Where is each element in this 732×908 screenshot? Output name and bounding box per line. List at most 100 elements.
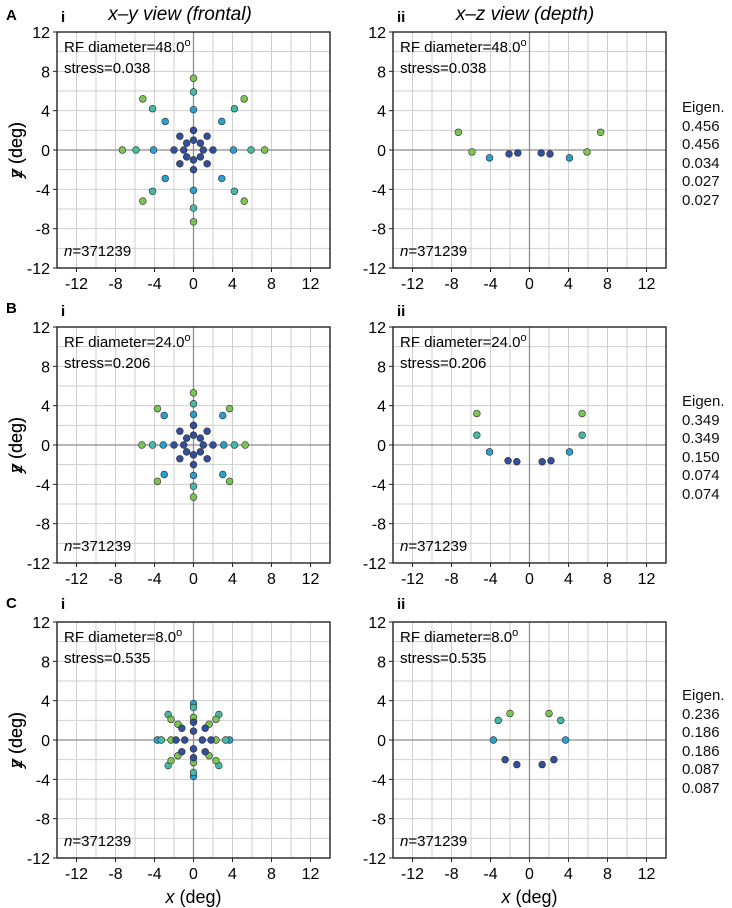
eigen-header: Eigen. <box>682 99 725 116</box>
data-point <box>565 448 574 456</box>
n-symbol: n <box>400 538 408 555</box>
data-point <box>189 389 198 397</box>
y-tick-label: -12 <box>363 851 386 868</box>
y-tick-label: -12 <box>363 261 386 278</box>
y-tick-label: -4 <box>372 182 386 199</box>
data-point <box>196 448 205 456</box>
rf-diameter-text: RF diameter=8.0 <box>64 629 176 646</box>
x-tick-label: -4 <box>483 276 497 293</box>
data-point <box>153 477 162 486</box>
x-tick-label: -8 <box>444 276 458 293</box>
data-point <box>189 745 198 753</box>
rf-diameter-annotation: RF diameter=24.0o <box>64 332 191 351</box>
y-tick-label: -12 <box>363 556 386 573</box>
data-point <box>218 117 226 126</box>
data-point <box>182 139 191 147</box>
data-point <box>189 768 198 777</box>
sub-label-a-i: i <box>61 9 65 26</box>
data-point <box>485 154 494 162</box>
data-point <box>199 146 207 154</box>
eigen-value: 0.186 <box>682 724 720 741</box>
data-point <box>203 427 211 435</box>
data-point <box>561 736 570 744</box>
data-point <box>596 128 605 137</box>
y-tick-label: 4 <box>41 694 50 711</box>
data-point <box>189 126 198 135</box>
x-tick-label: 12 <box>638 276 656 293</box>
data-point <box>203 160 211 168</box>
data-point <box>178 748 186 756</box>
degree-symbol: o <box>184 37 190 49</box>
x-tick-label: 12 <box>302 276 320 293</box>
eigen-table-c: Eigen. 0.236 0.186 0.186 0.087 0.087 <box>682 687 725 798</box>
data-point <box>203 455 211 463</box>
x-tick-label: 4 <box>564 866 573 883</box>
x-tick-label: -12 <box>401 571 424 588</box>
x-tick-label: 0 <box>189 276 198 293</box>
x-tick-label: -4 <box>483 866 497 883</box>
eigen-value: 0.027 <box>682 173 720 190</box>
y-tick-label: 0 <box>377 733 386 750</box>
x-tick-label: -8 <box>108 276 122 293</box>
data-point <box>148 441 157 449</box>
data-point <box>545 709 553 718</box>
data-point <box>159 441 167 449</box>
data-point <box>167 715 175 724</box>
data-point <box>230 187 239 196</box>
plot-area: -12 -8 -4 0 4 8 12 12 8 4 0 -4 -8 -12 y (deg) RF diamet… <box>6 25 667 907</box>
n-annotation: n=371239 <box>64 243 131 260</box>
panel-label-c: C <box>6 595 17 612</box>
rf-diameter-text: RF diameter=48.0 <box>400 39 520 56</box>
data-point <box>221 736 230 744</box>
data-point <box>176 132 184 140</box>
data-point <box>538 458 546 466</box>
stress-annotation: stress=0.206 <box>400 355 486 372</box>
data-point <box>157 736 166 744</box>
data-point <box>176 160 184 168</box>
data-point <box>513 760 521 769</box>
rf-diameter-annotation: RF diameter=48.0o <box>64 37 191 56</box>
y-tick-label: 8 <box>41 64 50 81</box>
data-point <box>506 709 514 718</box>
eigen-header: Eigen. <box>682 393 725 410</box>
data-point <box>207 736 215 744</box>
data-point <box>196 139 205 147</box>
x-axis-label: x (deg) <box>164 887 221 907</box>
x-tick-label: 12 <box>302 866 320 883</box>
title-right: x–z view (depth) <box>455 4 594 25</box>
data-point <box>199 441 207 449</box>
x-tick-label: -12 <box>65 276 88 293</box>
data-point <box>230 441 239 449</box>
y-axis-label: z (deg) <box>6 712 26 769</box>
data-point <box>198 736 206 744</box>
panel-label-b: B <box>6 300 17 317</box>
y-tick-label: -4 <box>372 772 386 789</box>
y-axis-label-unit: (deg) <box>6 417 26 464</box>
eigen-value: 0.349 <box>682 411 720 429</box>
data-point <box>556 716 565 725</box>
eigen-value: 0.074 <box>682 485 720 503</box>
data-point <box>454 128 463 137</box>
degree-symbol: o <box>176 627 182 639</box>
data-point <box>473 409 481 418</box>
x-tick-label: 8 <box>603 866 612 883</box>
n-value: =371239 <box>72 833 131 850</box>
data-point <box>247 146 255 154</box>
y-tick-label: -8 <box>36 222 50 239</box>
data-point <box>241 441 249 449</box>
data-point <box>139 197 147 205</box>
data-point <box>501 755 509 764</box>
data-point <box>138 441 146 449</box>
data-point <box>160 470 168 479</box>
y-axis-label-unit: (deg) <box>6 712 26 759</box>
n-annotation: n=371239 <box>64 538 131 555</box>
data-point <box>189 156 198 164</box>
x-tick-label: 12 <box>638 866 656 883</box>
data-point <box>225 477 234 486</box>
sub-label-b-ii: ii <box>397 303 405 320</box>
data-point <box>209 146 217 154</box>
n-value: =371239 <box>408 243 467 260</box>
eigen-value: 0.456 <box>682 117 720 135</box>
data-point <box>513 458 521 466</box>
y-axis-label-unit: (deg) <box>6 712 26 759</box>
